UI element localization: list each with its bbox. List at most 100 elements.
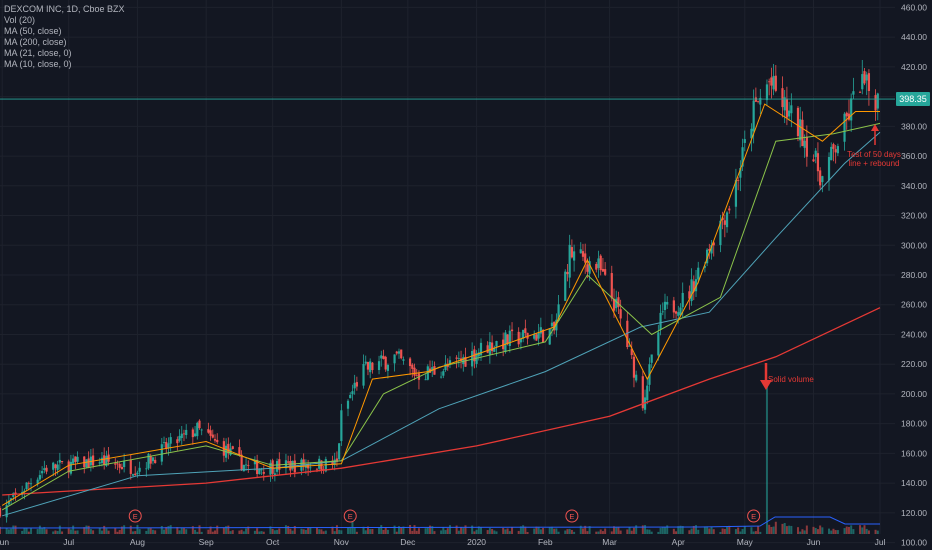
volume-bar bbox=[460, 527, 462, 534]
volume-bar bbox=[868, 530, 870, 534]
candle-body bbox=[260, 470, 262, 471]
volume-bar bbox=[340, 530, 342, 534]
y-tick-label: 200.00 bbox=[901, 389, 927, 399]
volume-bar bbox=[241, 530, 243, 534]
volume-bar bbox=[303, 529, 305, 534]
volume-bar bbox=[742, 529, 744, 534]
volume-bar bbox=[336, 525, 338, 534]
volume-bar bbox=[848, 527, 850, 534]
x-tick-label: Jun bbox=[807, 537, 821, 547]
volume-bar bbox=[105, 529, 107, 534]
volume-bar bbox=[396, 532, 398, 534]
candle-body bbox=[393, 354, 395, 363]
candle-body bbox=[59, 460, 61, 463]
candle-body bbox=[566, 272, 568, 274]
volume-bar bbox=[207, 530, 209, 534]
candle-body bbox=[103, 455, 105, 464]
volume-bar bbox=[533, 529, 535, 534]
candle-body bbox=[362, 364, 364, 386]
candle-body bbox=[832, 144, 834, 149]
test-note: Test of 50 days line + rebound bbox=[846, 150, 902, 168]
candle-body bbox=[183, 433, 185, 434]
volume-bar bbox=[542, 528, 544, 534]
volume-bar bbox=[739, 532, 741, 534]
candle-body bbox=[682, 293, 684, 307]
volume-bar bbox=[759, 532, 761, 534]
volume-bar bbox=[704, 526, 706, 534]
volume-bar bbox=[28, 532, 30, 534]
volume-bar bbox=[318, 529, 320, 534]
volume-bar bbox=[139, 529, 141, 534]
candle-body bbox=[600, 256, 602, 270]
volume-bar bbox=[651, 532, 653, 534]
candle-body bbox=[489, 342, 491, 355]
y-tick-label: 280.00 bbox=[901, 270, 927, 280]
volume-bar bbox=[425, 528, 427, 534]
volume-bar bbox=[784, 523, 786, 534]
candle-body bbox=[788, 111, 790, 117]
volume-bar bbox=[289, 529, 291, 534]
candle-body bbox=[354, 383, 356, 389]
candle-body bbox=[232, 446, 234, 449]
x-tick-label: Dec bbox=[400, 537, 416, 547]
last-price-tag: 398.35 bbox=[896, 92, 930, 106]
volume-bar bbox=[61, 531, 63, 534]
volume-bar bbox=[582, 528, 584, 534]
volume-bar bbox=[476, 530, 478, 534]
volume-bar bbox=[54, 530, 56, 534]
volume-bar bbox=[555, 528, 557, 534]
candle-body bbox=[70, 462, 72, 474]
candle-body bbox=[728, 209, 730, 211]
candle-body bbox=[163, 442, 165, 443]
candle-body bbox=[209, 430, 211, 436]
volume-bar bbox=[52, 531, 54, 534]
candle-body bbox=[88, 458, 90, 467]
candle-body bbox=[201, 430, 203, 431]
candle-body bbox=[424, 379, 426, 380]
x-tick-label: Feb bbox=[538, 537, 553, 547]
volume-bar bbox=[12, 526, 14, 534]
candle-body bbox=[0, 508, 1, 516]
candle-body bbox=[369, 361, 371, 372]
candle-body bbox=[161, 444, 163, 461]
candle-body bbox=[139, 468, 141, 472]
volume-bar bbox=[549, 527, 551, 534]
candle-body bbox=[196, 423, 198, 436]
candle-body bbox=[247, 465, 249, 466]
volume-bar bbox=[456, 526, 458, 534]
volume-bar bbox=[230, 531, 232, 534]
y-tick-label: 180.00 bbox=[901, 419, 927, 429]
legend-ma21: MA (21, close, 0) bbox=[4, 48, 125, 59]
volume-bar bbox=[863, 525, 865, 534]
volume-bar bbox=[136, 525, 138, 534]
volume-bar bbox=[272, 529, 274, 534]
volume-bar bbox=[766, 386, 768, 534]
candle-body bbox=[620, 309, 622, 318]
y-tick-label: 460.00 bbox=[901, 2, 927, 12]
candle-body bbox=[753, 101, 755, 132]
volume-bar bbox=[325, 531, 327, 534]
volume-bar bbox=[708, 528, 710, 534]
candle-body bbox=[45, 468, 47, 472]
volume-bar bbox=[728, 526, 730, 534]
volume-bar bbox=[813, 527, 815, 534]
volume-bar bbox=[88, 526, 90, 534]
candle-body bbox=[338, 443, 340, 459]
volume-bar bbox=[617, 527, 619, 534]
candle-body bbox=[551, 323, 553, 327]
volume-bar bbox=[23, 528, 25, 534]
volume-bar bbox=[409, 525, 411, 534]
candle-body bbox=[170, 437, 172, 444]
volume-bar bbox=[673, 529, 675, 534]
candle-body bbox=[316, 469, 318, 470]
candle-body bbox=[659, 313, 661, 330]
candle-body bbox=[150, 456, 152, 464]
candle-body bbox=[214, 439, 216, 441]
candle-body bbox=[737, 180, 739, 181]
earnings-marker-label: E bbox=[751, 512, 756, 521]
volume-bar bbox=[819, 526, 821, 534]
volume-bar bbox=[837, 530, 839, 534]
candle-body bbox=[41, 471, 43, 473]
y-tick-label: 320.00 bbox=[901, 211, 927, 221]
